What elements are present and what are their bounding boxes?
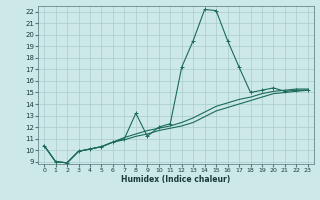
X-axis label: Humidex (Indice chaleur): Humidex (Indice chaleur): [121, 175, 231, 184]
